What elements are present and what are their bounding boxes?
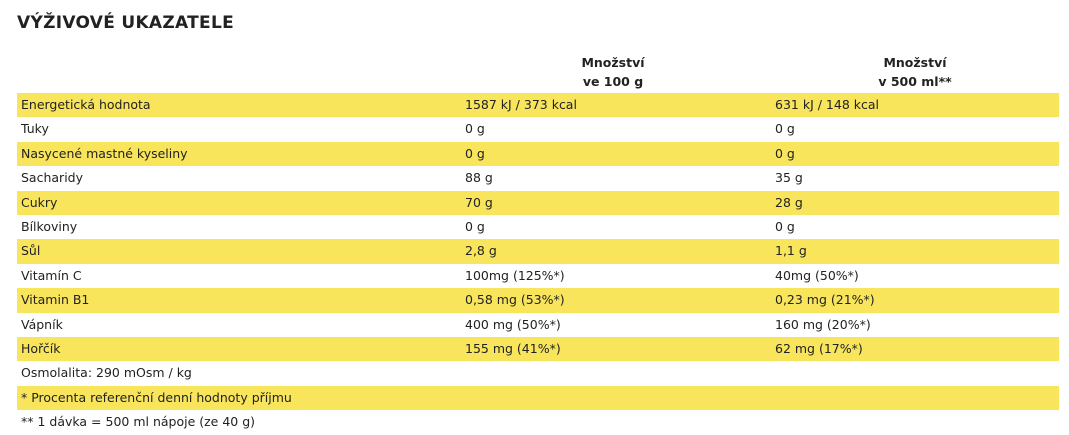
table-row: Sacharidy 88 g 35 g [17, 166, 1059, 190]
table-cell: Tuky [21, 121, 49, 137]
table-row: Vitamin B1 0,58 mg (53%*) 0,23 mg (21%*) [17, 288, 1059, 313]
note: Osmolalita: 290 mOsm / kg [21, 365, 192, 381]
table-cell: Nasycené mastné kyseliny [21, 145, 188, 161]
table-row: Bílkoviny 0 g 0 g [17, 215, 1059, 239]
table-cell: Cukry [21, 194, 58, 210]
table-cell: 40mg (50%*) [775, 267, 859, 283]
table-cell: 70 g [465, 194, 493, 210]
table-row: Nasycené mastné kyseliny 0 g 0 g [17, 141, 1059, 167]
note-row: Osmolalita: 290 mOsm / kg [17, 361, 1059, 385]
table-cell: Bílkoviny [21, 219, 78, 234]
table-cell: 1,1 g [775, 243, 807, 259]
table-cell: 0 g [465, 145, 485, 161]
table-cell: Hořčík [21, 341, 61, 356]
table-row: Vápník 400 mg (50%*) 160 mg (20%*) [17, 313, 1059, 337]
header-line: v 500 ml** [878, 74, 952, 89]
column-header: Množství ve 100 g [513, 53, 713, 91]
header-line: ve 100 g [582, 74, 644, 89]
note: ** 1 dávka = 500 ml nápoje (ze 40 g) [21, 414, 256, 430]
table-row: Energetická hodnota 1587 kJ / 373 kcal 631… [17, 93, 1059, 118]
table-cell: Vitamín C [21, 267, 82, 283]
table-row: Hořčík 155 mg (41%*) 62 mg (17%*) [17, 337, 1059, 362]
table-row: Cukry 70 g 28 g [17, 190, 1059, 215]
note: * Procenta referenční denní hodnoty příj… [21, 389, 292, 405]
table-cell: 631 kJ / 148 kcal [775, 97, 879, 112]
header-line: Množství [581, 55, 645, 70]
table-cell: 0 g [775, 219, 795, 234]
table-cell: 0 g [465, 121, 485, 137]
table-row: Vitamín C 100mg (125%*) 40mg (50%*) [17, 264, 1059, 288]
table-cell: 0,23 mg (21%*) [775, 292, 875, 308]
table-cell: 35 g [775, 170, 803, 186]
header-line: Množství [883, 55, 947, 70]
table-cell: 0 g [775, 121, 795, 137]
table-cell: 0 g [465, 219, 485, 234]
table-cell: 1587 kJ / 373 kcal [465, 97, 577, 112]
table-cell: 62 mg (17%*) [775, 341, 863, 356]
table-cell: 160 mg (20%*) [775, 316, 871, 332]
table-cell: 400 mg (50%*) [465, 316, 561, 332]
table-cell: Sůl [21, 243, 41, 259]
table-row: Tuky 0 g 0 g [17, 117, 1059, 141]
table-cell: 0 g [775, 145, 795, 161]
table-cell: Vápník [21, 316, 63, 332]
table-cell: 28 g [775, 194, 803, 210]
table-cell: 100mg (125%*) [465, 267, 565, 283]
table-cell: Sacharidy [21, 170, 83, 186]
note-row: * Procenta referenční denní hodnoty příj… [17, 385, 1059, 411]
table-cell: 0,58 mg (53%*) [465, 292, 565, 308]
column-header: Množství v 500 ml** [815, 53, 1015, 91]
table-cell: 88 g [465, 170, 493, 186]
table-cell: Vitamin B1 [21, 292, 90, 308]
table-cell: 2,8 g [465, 243, 497, 259]
title: VÝŽIVOVÉ UKAZATELE [17, 13, 235, 33]
table-row: Sůl 2,8 g 1,1 g [17, 239, 1059, 264]
table-cell: Energetická hodnota [21, 97, 151, 112]
table-cell: 155 mg (41%*) [465, 341, 561, 356]
note-row: ** 1 dávka = 500 ml nápoje (ze 40 g) [17, 410, 1059, 434]
